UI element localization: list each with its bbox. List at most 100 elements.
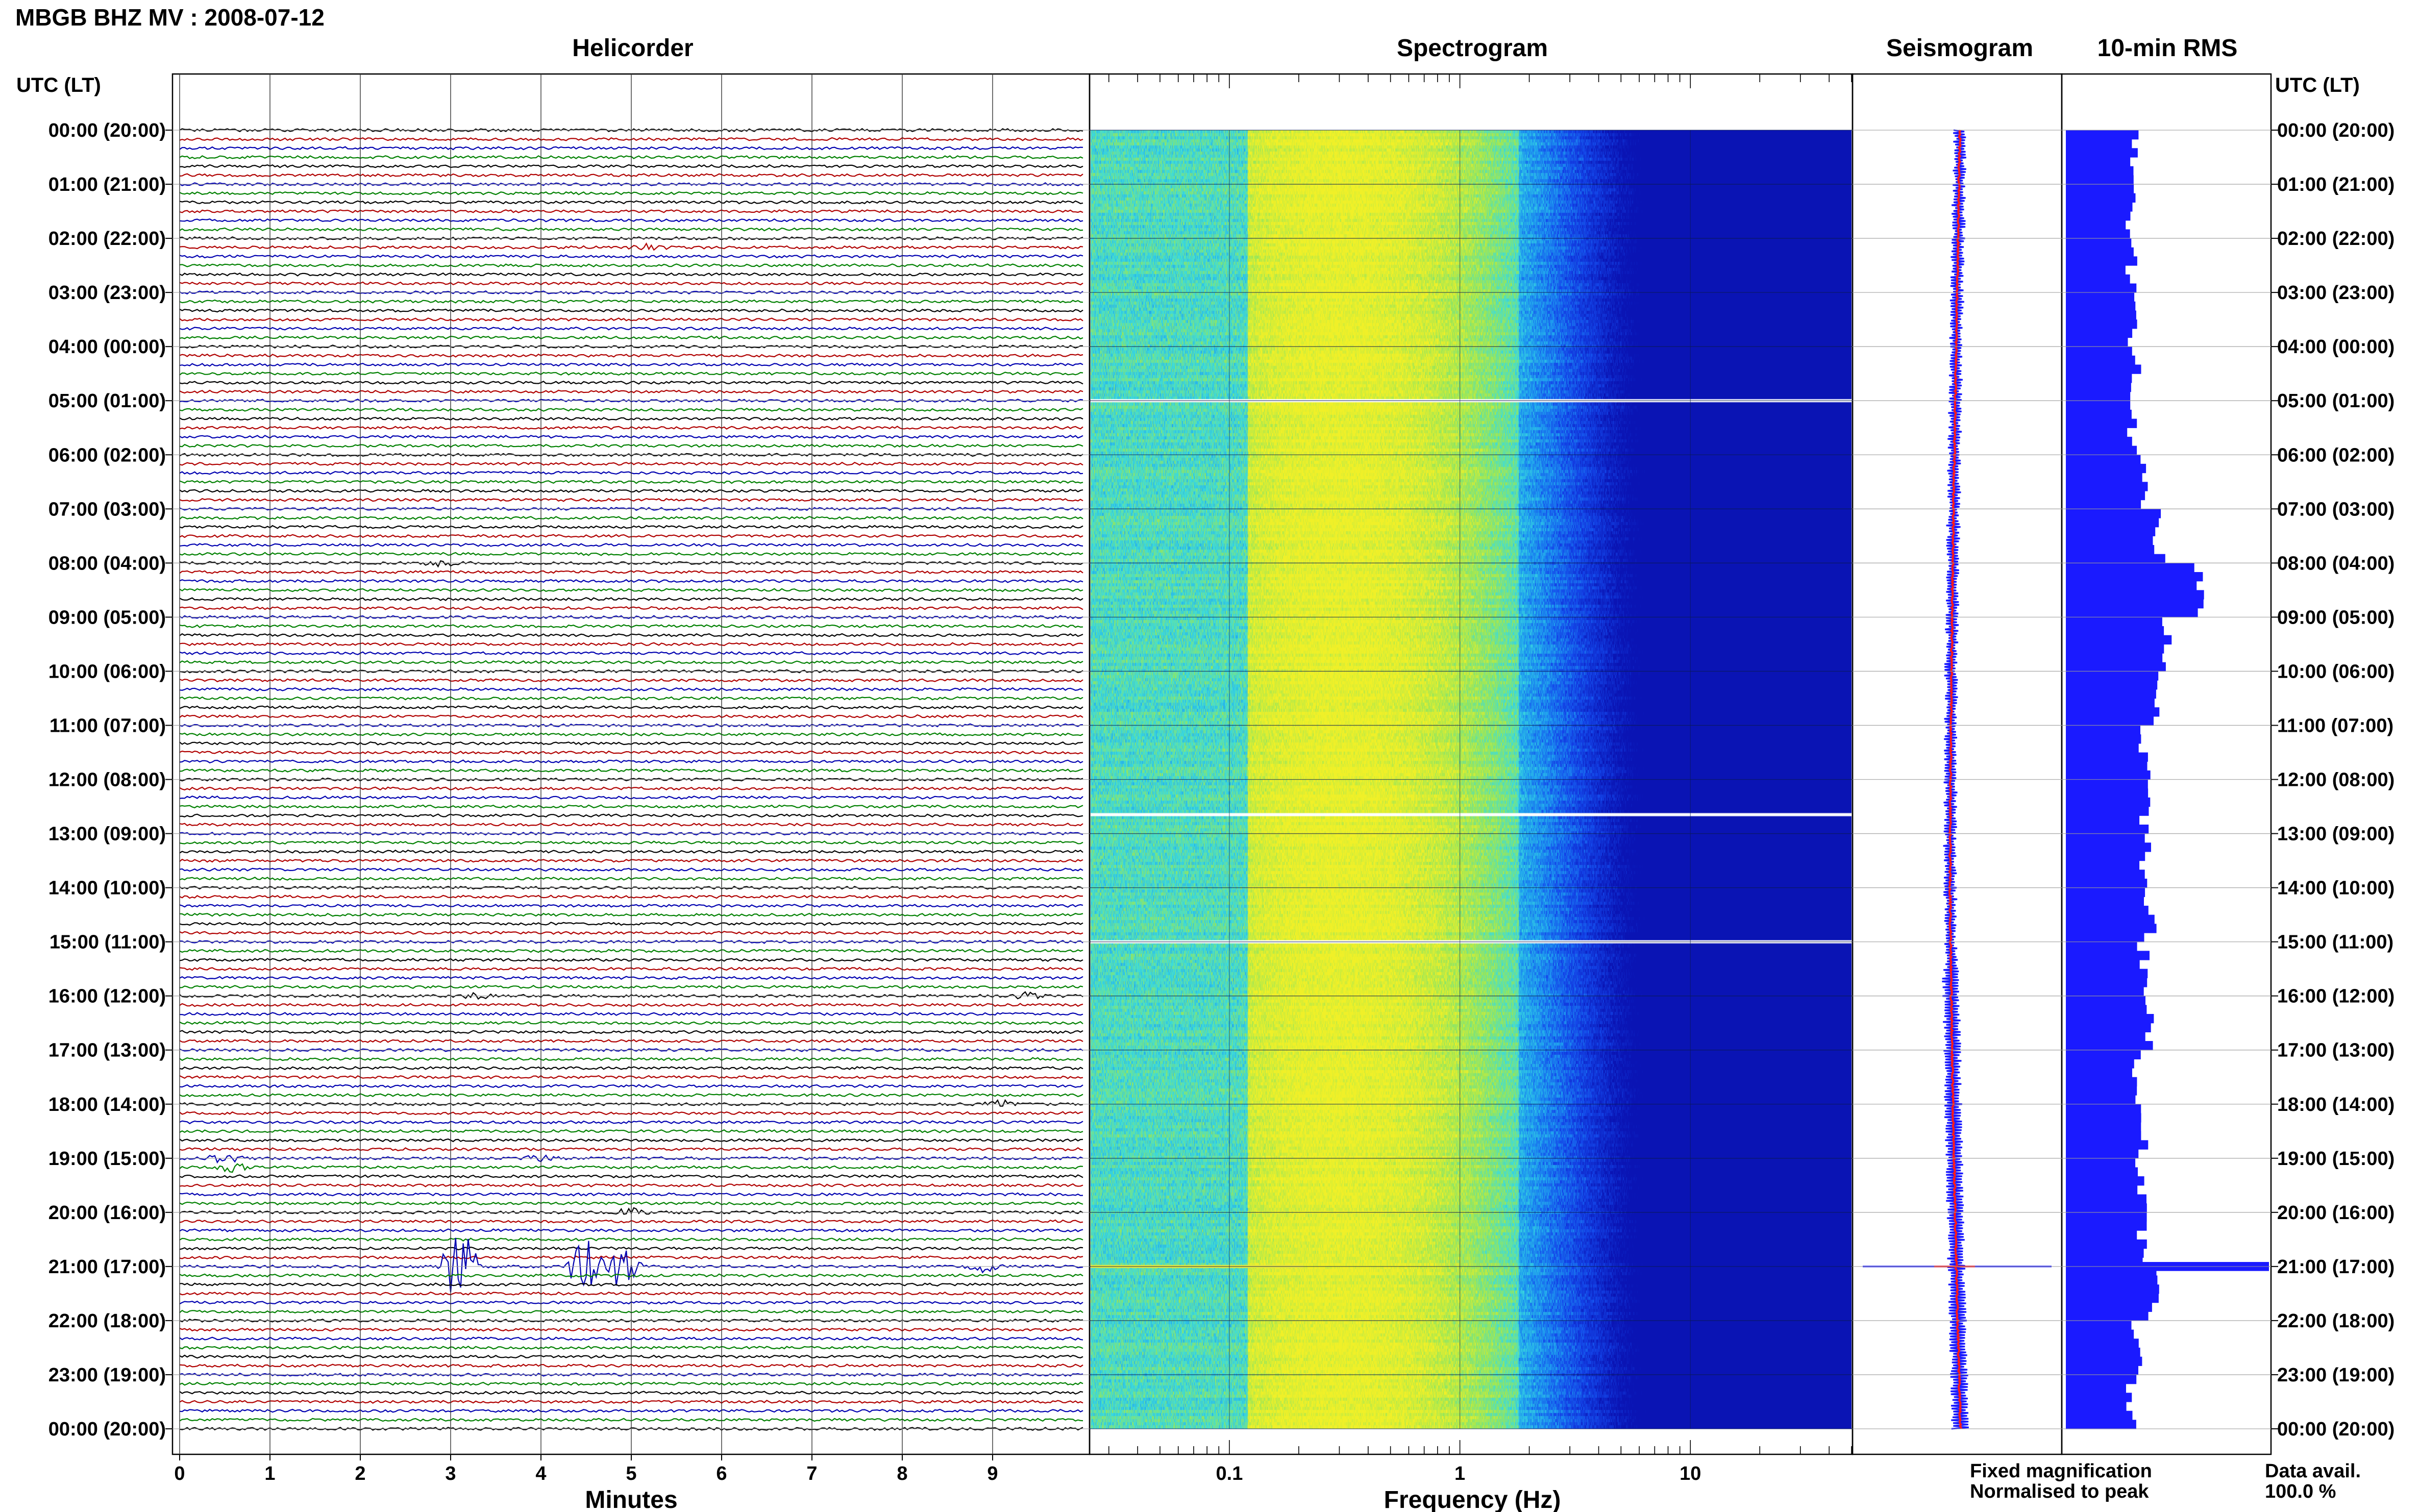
rms-bar	[2066, 752, 2148, 762]
rms-bar	[2066, 969, 2148, 978]
utc-label-left: 00:00 (20:00)	[48, 1419, 166, 1440]
rms-bar	[2066, 355, 2135, 365]
rms-bar	[2066, 211, 2131, 221]
utc-label-right: 09:00 (05:00)	[2277, 607, 2395, 628]
utc-label-left: 21:00 (17:00)	[48, 1256, 166, 1278]
utc-label-right: 06:00 (02:00)	[2277, 444, 2395, 466]
rms-bar	[2066, 815, 2140, 825]
utc-label-right: 17:00 (13:00)	[2277, 1040, 2395, 1061]
rms-bar	[2066, 1122, 2141, 1132]
rms-bar	[2066, 554, 2165, 563]
rms-bar	[2066, 184, 2134, 194]
seismogram-title: Seismogram	[1886, 35, 2033, 62]
rms-bar	[2066, 698, 2155, 708]
utc-label-right: 08:00 (04:00)	[2277, 553, 2395, 574]
rms-bar	[2066, 1311, 2149, 1321]
helicorder-xtick: 3	[445, 1463, 456, 1484]
rms-bar	[2066, 139, 2132, 148]
rms-bar	[2066, 1131, 2141, 1141]
rms-bar	[2066, 1185, 2138, 1195]
rms-bar	[2066, 707, 2160, 717]
rms-bar	[2066, 770, 2151, 780]
rms-bar	[2066, 1086, 2137, 1096]
utc-label-right: 00:00 (20:00)	[2277, 120, 2395, 141]
utc-label-right: 07:00 (03:00)	[2277, 499, 2395, 520]
rms-bar	[2066, 1176, 2144, 1186]
utc-label-right: 04:00 (00:00)	[2277, 336, 2395, 358]
rms-bar	[2066, 978, 2148, 987]
rms-bar	[2066, 490, 2145, 501]
rms-bar	[2066, 473, 2142, 482]
rms-bar	[2066, 463, 2146, 474]
utc-label-left: 10:00 (06:00)	[48, 661, 166, 682]
legend-normalised-to-peak: Normalised to peak	[1970, 1481, 2149, 1502]
rms-bar	[2066, 761, 2148, 771]
utc-label-right: 11:00 (07:00)	[2277, 715, 2393, 736]
helicorder-xtick: 8	[897, 1463, 907, 1484]
rms-bar	[2066, 851, 2145, 861]
rms-bar	[2066, 824, 2149, 834]
utc-label-left: 16:00 (12:00)	[48, 986, 166, 1007]
rms-bar	[2066, 1275, 2158, 1285]
rms-bar	[2066, 1239, 2147, 1249]
rms-bar	[2066, 1212, 2147, 1222]
rms-bar	[2066, 743, 2139, 753]
rms-bar	[2066, 337, 2128, 347]
utc-label-left: 14:00 (10:00)	[48, 878, 166, 899]
rms-bar	[2066, 1410, 2133, 1420]
utc-label-left: 22:00 (18:00)	[48, 1310, 166, 1332]
rms-bar	[2066, 914, 2155, 924]
utc-label-left: 23:00 (19:00)	[48, 1365, 166, 1386]
rms-bar	[2066, 1068, 2132, 1078]
rms-bar	[2066, 274, 2130, 284]
rms-bar	[2066, 500, 2141, 509]
rms-bar	[2066, 653, 2163, 663]
rms-bar	[2066, 455, 2141, 464]
rms-bar	[2066, 428, 2128, 437]
utc-label-right: 03:00 (23:00)	[2277, 282, 2395, 304]
page-title: MBGB BHZ MV : 2008-07-12	[15, 4, 325, 31]
utc-label-right: 20:00 (16:00)	[2277, 1202, 2395, 1224]
rms-bar	[2066, 987, 2144, 997]
utc-label-left: 15:00 (11:00)	[50, 932, 166, 953]
panel-frames	[165, 73, 2278, 1460]
rms-bar	[2066, 1393, 2132, 1402]
rms-bar	[2066, 1420, 2136, 1429]
utc-label-right: 22:00 (18:00)	[2277, 1310, 2395, 1332]
data-avail-label: Data avail.	[2265, 1460, 2361, 1482]
rms-bar	[2066, 1194, 2146, 1204]
utc-label-left: 19:00 (15:00)	[48, 1148, 166, 1170]
utc-label-left: 11:00 (07:00)	[50, 715, 166, 736]
rms-bar	[2066, 409, 2132, 419]
rms-bar	[2066, 1402, 2127, 1411]
rms-bar	[2066, 590, 2204, 600]
utc-label-right: 10:00 (06:00)	[2277, 661, 2395, 682]
rms-bar	[2066, 130, 2139, 140]
rms-bar	[2066, 148, 2138, 158]
utc-label-left: 03:00 (23:00)	[48, 282, 166, 304]
utc-label-left: 00:00 (20:00)	[48, 120, 166, 141]
rms-bar	[2066, 924, 2157, 933]
rms-bar	[2066, 1284, 2159, 1294]
rms-bar	[2066, 256, 2137, 266]
rms-bar	[2066, 328, 2133, 338]
utc-label-right: 15:00 (11:00)	[2277, 932, 2393, 953]
spectrogram-xtick: 1	[1454, 1463, 1465, 1484]
rms-bar	[2066, 1140, 2149, 1150]
utc-label-left: 09:00 (05:00)	[48, 607, 166, 628]
rms-bar	[2066, 1041, 2153, 1051]
utc-label-left: 07:00 (03:00)	[48, 499, 166, 520]
rms-bar	[2066, 1023, 2151, 1032]
rms-bar	[2066, 1149, 2139, 1159]
rms-bar	[2066, 1221, 2147, 1231]
utc-label-right: 18:00 (14:00)	[2277, 1094, 2395, 1116]
utc-label-left: 12:00 (08:00)	[48, 770, 166, 791]
rms-bar	[2066, 860, 2140, 870]
utc-label-left: 20:00 (16:00)	[48, 1202, 166, 1224]
rms-bar	[2066, 1302, 2152, 1312]
helicorder-xtick: 7	[806, 1463, 817, 1484]
utc-label-right: 01:00 (21:00)	[2277, 174, 2395, 195]
rms-bar	[2066, 283, 2137, 293]
rms-bar	[2066, 878, 2148, 888]
